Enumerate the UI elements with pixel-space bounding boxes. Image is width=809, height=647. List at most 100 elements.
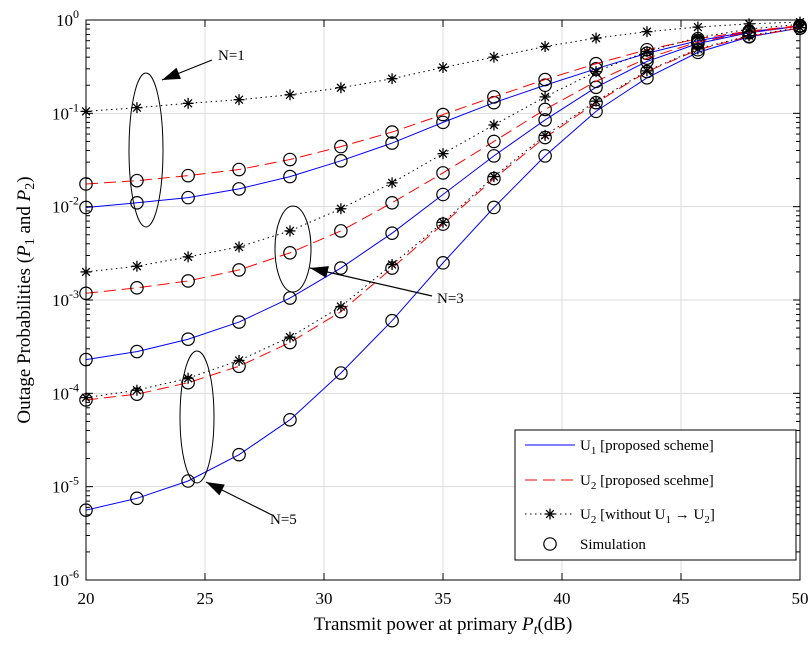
simulation-point (232, 447, 246, 462)
simulation-point (283, 152, 297, 167)
simulation-point (436, 115, 450, 130)
n3-arrow (309, 266, 433, 297)
star-marker (641, 26, 653, 38)
simulation-point (232, 263, 246, 277)
legend-entry-u1: U1 [proposed scheme] (580, 438, 714, 457)
n1-arrow (161, 59, 213, 81)
star-marker (590, 66, 602, 78)
simulation-point (487, 200, 501, 215)
star-marker (488, 171, 500, 183)
simulation-point (334, 154, 348, 168)
simulation-point (181, 168, 195, 183)
star-marker (437, 216, 449, 228)
series-layer (79, 16, 807, 517)
simulation-point (232, 182, 246, 196)
simulation-point (538, 72, 552, 87)
simulation-point (385, 313, 399, 328)
star-marker (641, 65, 653, 77)
axes: 20 25 30 35 40 45 50 10-6 10-5 10-4 10-3 10-2 10-1 10… (52, 7, 809, 608)
simulation-point (487, 90, 501, 104)
simulation-point (181, 274, 195, 288)
legend: U1 [proposed scheme] U2 [proposed scehme]… (514, 429, 797, 561)
simulation-point (130, 344, 144, 359)
x-axis-label: Transmit power at primary Pt(dB) (314, 614, 573, 638)
simulation-point (436, 107, 450, 122)
star-marker (233, 241, 245, 253)
simulation-point (334, 139, 348, 154)
series-line (85, 27, 801, 511)
star-marker (131, 102, 143, 114)
star-marker (182, 372, 194, 384)
n3-ellipse (274, 205, 312, 293)
star-marker (233, 94, 245, 106)
star-marker (437, 148, 449, 160)
y-tick-label: 10-6 (52, 567, 79, 590)
simulation-point (538, 102, 552, 117)
simulation-point (334, 224, 348, 238)
x-tick-label: 35 (435, 589, 452, 608)
star-marker (692, 31, 704, 43)
y-tick-label: 100 (56, 7, 79, 30)
star-marker (386, 259, 398, 271)
star-marker (437, 61, 449, 73)
n1-ellipse (128, 72, 164, 228)
simulation-point (385, 125, 399, 139)
n3-label: N=3 (437, 291, 464, 307)
x-tick-label: 40 (554, 589, 571, 608)
simulation-point (385, 226, 399, 240)
annotations: N=1 N=3 N=5 (128, 48, 464, 528)
n5-arrow (205, 481, 273, 516)
simulation-point (742, 29, 756, 44)
simulation-point (130, 281, 144, 295)
legend-entry-u2w: U2 [without U1 → U2] (580, 507, 715, 526)
y-tick-label: 10-3 (52, 287, 79, 310)
star-marker (335, 203, 347, 215)
simulation-point (436, 187, 450, 202)
simulation-point (130, 196, 144, 210)
star-marker (233, 354, 245, 366)
simulation-point (487, 134, 501, 149)
star-marker (641, 45, 653, 57)
n5-ellipse (179, 350, 215, 484)
n5-label: N=5 (270, 512, 297, 528)
simulation-point (232, 315, 246, 329)
y-axis-label: Outage Probabilities (P1 and P2) (14, 176, 38, 423)
simulation-point (181, 332, 195, 347)
star-marker (743, 30, 755, 42)
simulation-point (232, 162, 246, 177)
star-marker (386, 177, 398, 189)
star-marker (131, 260, 143, 272)
n1-label: N=1 (218, 48, 245, 64)
simulation-point (436, 166, 450, 180)
star-marker (590, 95, 602, 107)
star-marker (284, 225, 296, 237)
legend-simulation-marker (543, 537, 557, 551)
simulation-point (538, 149, 552, 163)
legend-box (514, 429, 797, 561)
simulation-point (283, 413, 297, 427)
simulation-point (385, 196, 399, 210)
x-tick-label: 20 (78, 589, 95, 608)
x-tick-label: 50 (792, 589, 809, 608)
simulation-point (487, 149, 501, 163)
star-marker (692, 21, 704, 33)
axis-labels: Transmit power at primary Pt(dB) Outage P… (14, 176, 572, 638)
simulation-point (538, 113, 552, 127)
x-tick-label: 30 (316, 589, 333, 608)
star-marker (488, 119, 500, 131)
star-marker (539, 129, 551, 141)
star-marker (182, 251, 194, 263)
star-marker (692, 43, 704, 55)
simulation-point (283, 246, 297, 260)
simulation-point (283, 169, 297, 184)
star-marker (335, 301, 347, 313)
star-marker (386, 73, 398, 85)
y-tick-label: 10-2 (52, 194, 79, 217)
star-marker (182, 97, 194, 109)
y-tick-label: 10-5 (52, 474, 79, 497)
x-tick-label: 25 (197, 589, 214, 608)
legend-star-marker (544, 508, 556, 520)
series-line (85, 25, 801, 185)
